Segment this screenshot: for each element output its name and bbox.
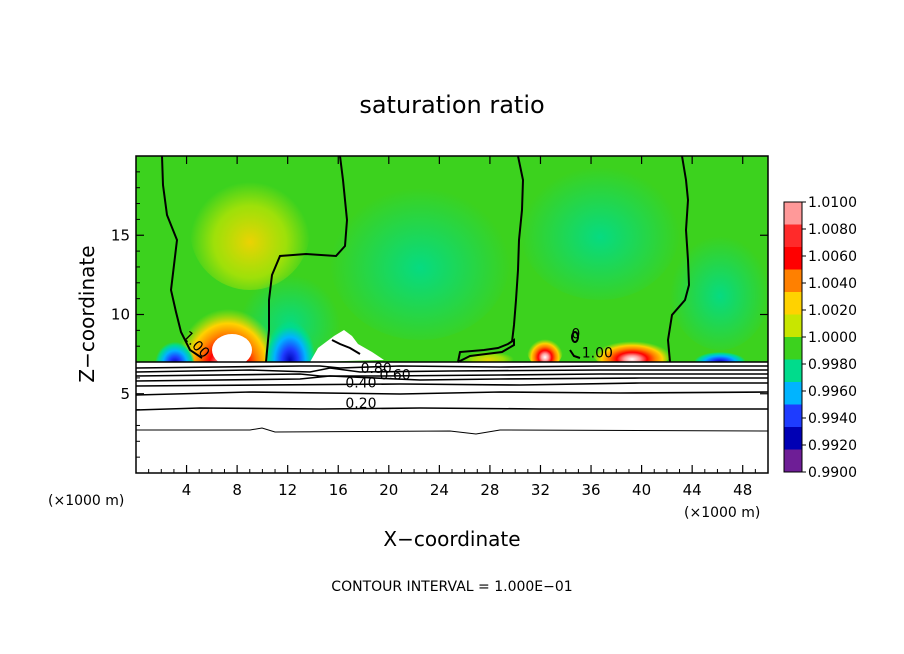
contour-label: 0.20 xyxy=(345,396,376,412)
contour-dry-layers xyxy=(136,361,768,435)
x-tick-label: 32 xyxy=(531,481,550,499)
colorbar-label: 1.0060 xyxy=(808,249,857,265)
colorbar-label: 0.9920 xyxy=(808,438,857,454)
colorbar-swatch xyxy=(784,337,802,360)
x-axis: 4 8 12 16 20 24 28 32 36 40 44 48 xyxy=(148,156,756,499)
plot-area xyxy=(136,156,768,473)
x-tick-label: 48 xyxy=(733,481,752,499)
colorbar-label: 0.9960 xyxy=(808,384,857,400)
colorbar-swatch xyxy=(784,292,802,315)
x-tick-label: 36 xyxy=(581,481,600,499)
y-axis-label: Z−coordinate xyxy=(75,245,99,382)
contour-label: 0.80 xyxy=(361,361,392,377)
y-axis: 5 10 15 xyxy=(111,171,768,458)
x-tick-label: 28 xyxy=(480,481,499,499)
x-axis-label: X−coordinate xyxy=(383,527,520,551)
contour-label: 0.40 xyxy=(345,375,376,391)
colorbar-swatch xyxy=(784,382,802,405)
colorbar-label: 1.0080 xyxy=(808,222,857,238)
colorbar-swatch xyxy=(784,404,802,428)
colorbar-swatch xyxy=(784,449,802,473)
chart-title: saturation ratio xyxy=(359,91,544,119)
colorbar-label: 1.0100 xyxy=(808,195,857,211)
colorbar-label: 1.0020 xyxy=(808,303,857,319)
colorbar-label: 0.9940 xyxy=(808,411,857,427)
colorbar-swatch xyxy=(784,202,802,225)
y-tick-label: 5 xyxy=(120,385,130,403)
colorbar-swatch xyxy=(784,427,802,450)
colorbar-label: 1.0000 xyxy=(808,330,857,346)
x-tick-label: 4 xyxy=(182,481,192,499)
x-tick-label: 44 xyxy=(683,481,702,499)
x-tick-label: 16 xyxy=(329,481,348,499)
colorbar-swatch xyxy=(784,269,802,293)
y-tick-label: 10 xyxy=(111,306,130,324)
contour-label: 1.00 xyxy=(582,345,613,361)
contour-1-00 xyxy=(161,156,691,363)
colorbar: 1.0100 1.0080 1.0060 1.0040 1.0020 1.0000 0.99… xyxy=(783,195,857,481)
contour-label: 0 xyxy=(571,326,580,342)
x-tick-label: 8 xyxy=(232,481,242,499)
colorbar-label: 0.9900 xyxy=(808,465,857,481)
x-unit-left: (×1000 m) xyxy=(48,493,124,509)
x-tick-label: 40 xyxy=(632,481,651,499)
colorbar-swatch xyxy=(784,247,802,270)
contour-label: 0.60 xyxy=(380,367,411,383)
colorbar-label: 1.0040 xyxy=(808,276,857,292)
y-tick-label: 15 xyxy=(111,226,130,244)
contour-interval-note: CONTOUR INTERVAL = 1.000E−01 xyxy=(331,579,572,595)
x-tick-label: 24 xyxy=(430,481,449,499)
lower-region xyxy=(136,362,768,473)
x-tick-label: 12 xyxy=(278,481,297,499)
x-tick-label: 20 xyxy=(379,481,398,499)
colorbar-swatch xyxy=(784,224,802,248)
colorbar-label: 0.9980 xyxy=(808,357,857,373)
colorbar-swatch xyxy=(784,359,802,383)
colorbar-swatch xyxy=(784,314,802,338)
x-unit-right: (×1000 m) xyxy=(684,505,760,521)
